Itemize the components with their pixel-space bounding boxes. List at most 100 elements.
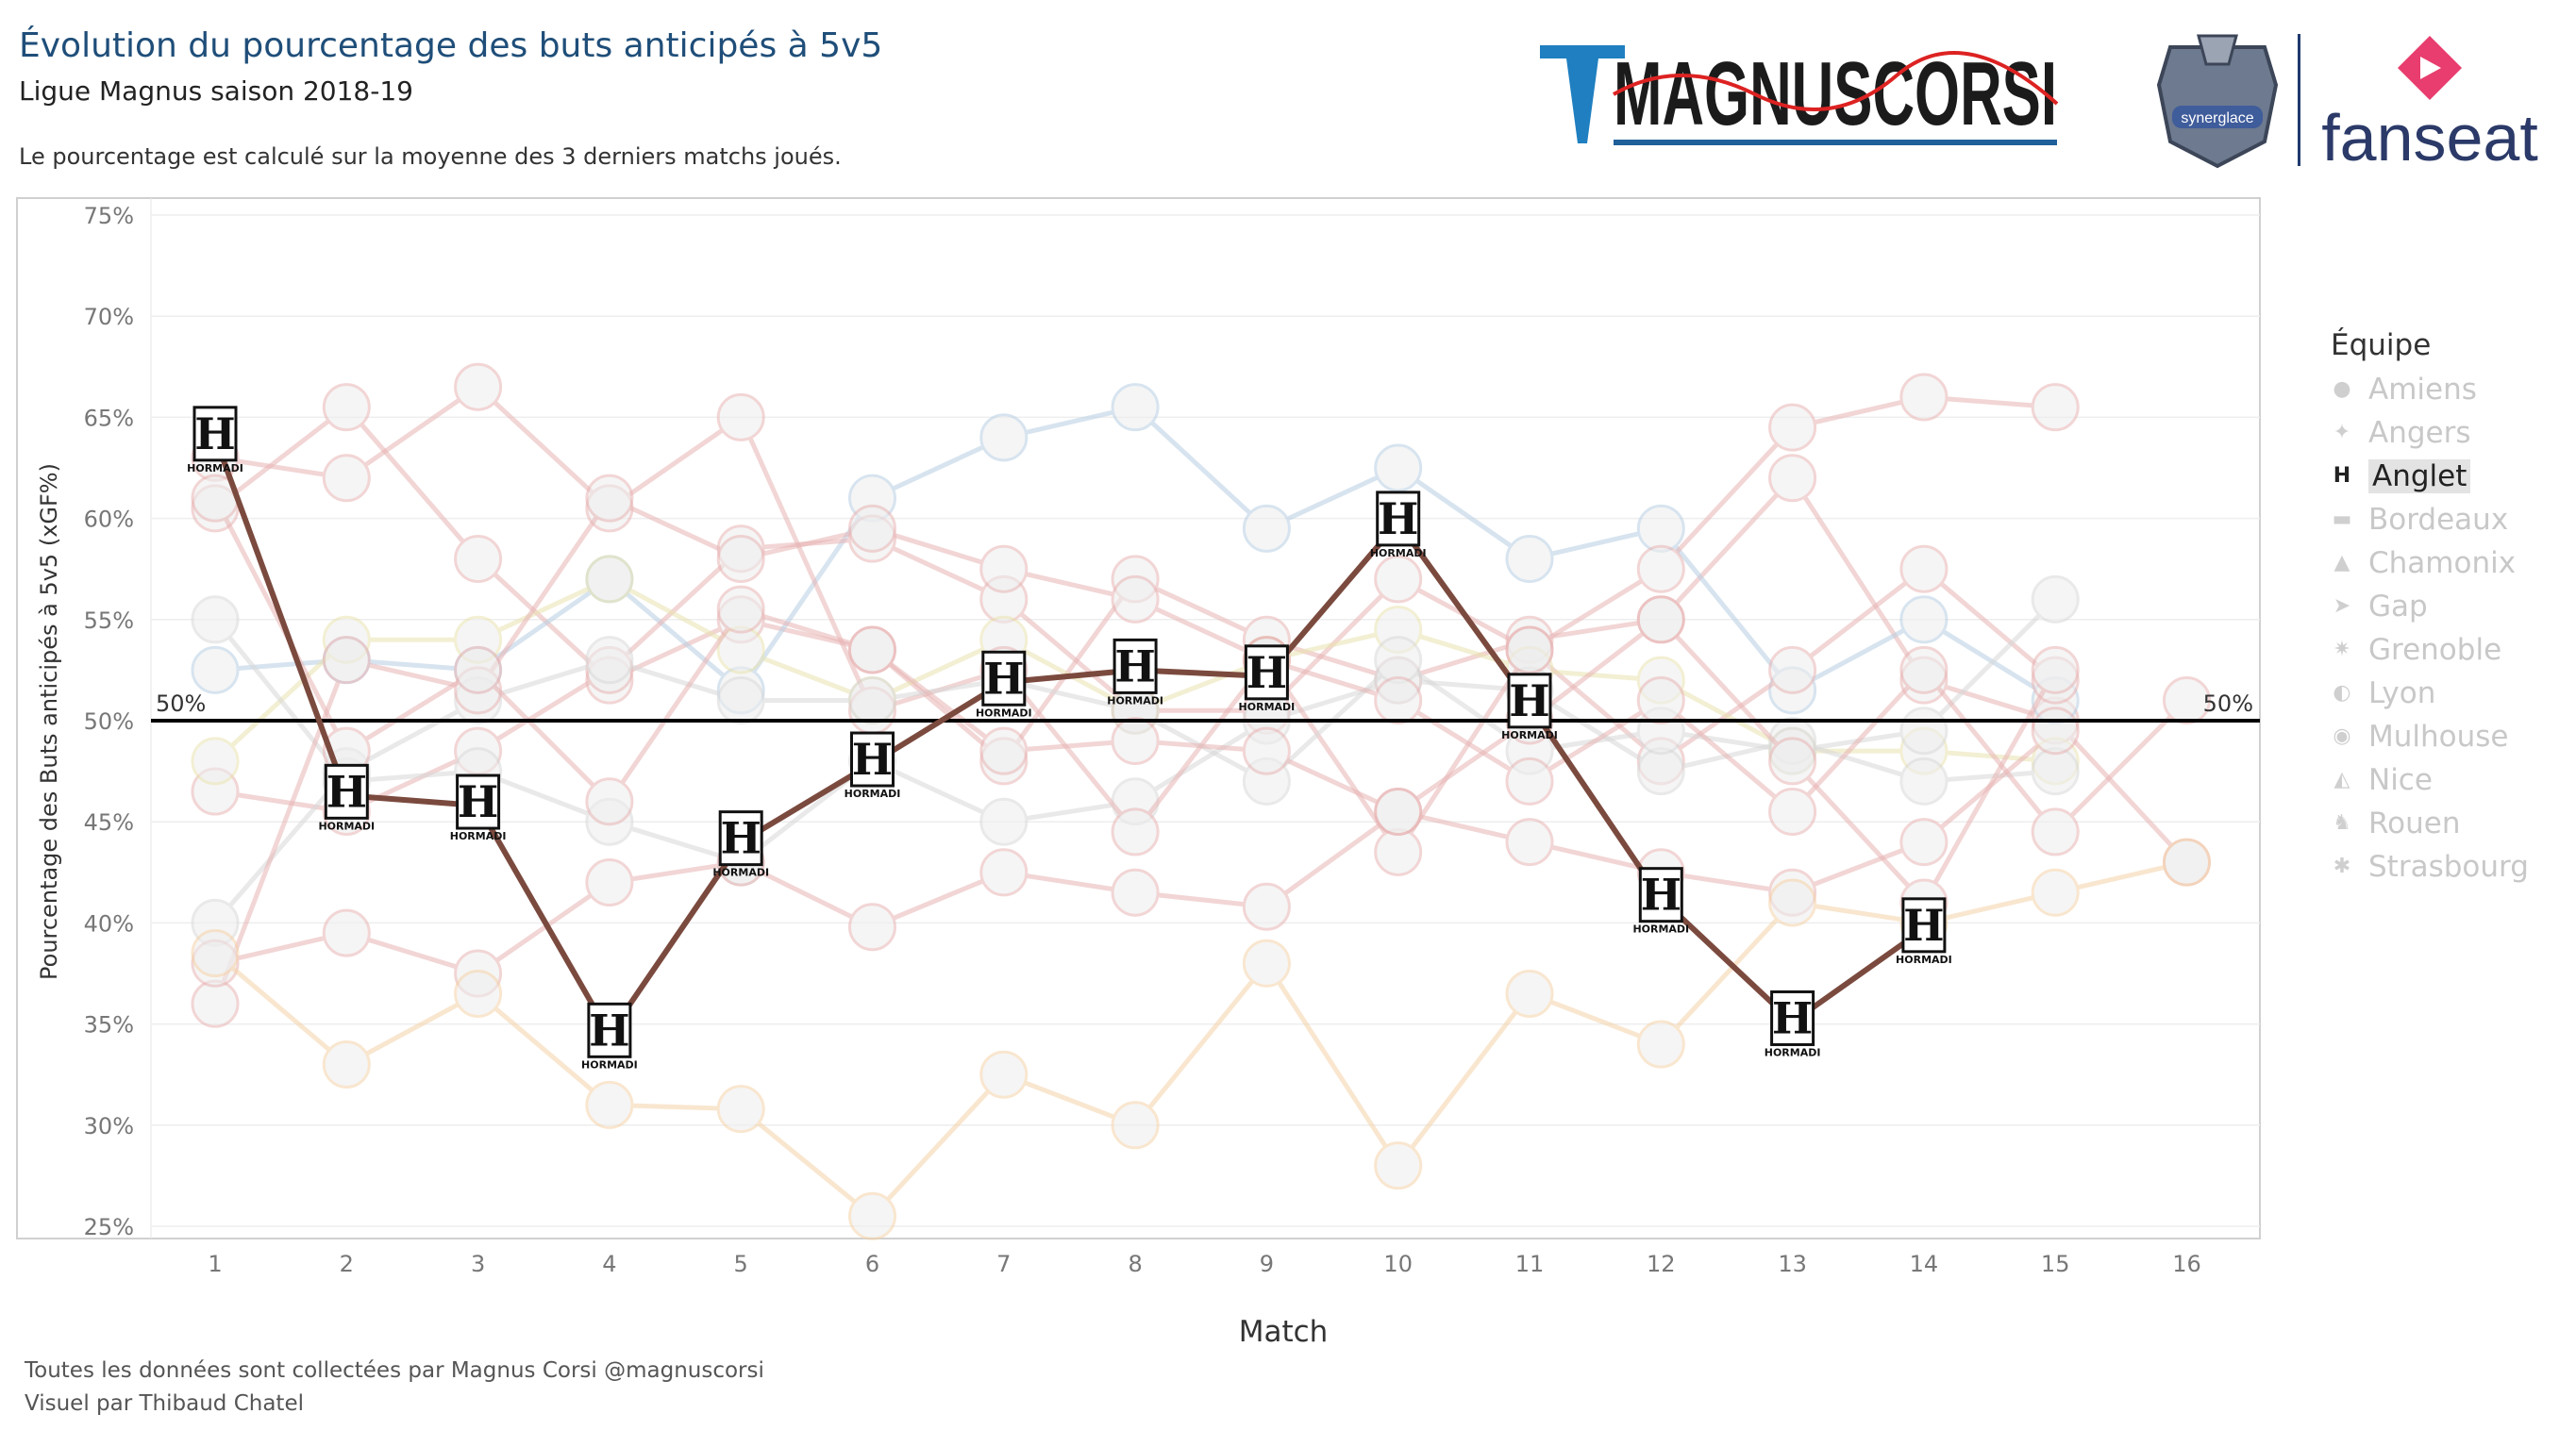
data-point — [979, 1050, 1029, 1099]
y-tick-label: 60% — [84, 507, 134, 533]
data-point — [848, 504, 896, 553]
legend-item-mulhouse[interactable]: ◉ Mulhouse — [2331, 715, 2529, 758]
grenoble-logo-icon: ✷ — [2333, 638, 2351, 661]
data-point — [1505, 534, 1554, 583]
x-tick-label: 15 — [2041, 1251, 2070, 1277]
marker-letter: H — [852, 734, 893, 785]
data-point — [191, 979, 240, 1028]
x-tick-label: 3 — [471, 1251, 485, 1277]
marker-sub: HORMADI — [1632, 923, 1689, 936]
data-point — [1242, 726, 1291, 775]
marker-letter: H — [194, 408, 235, 459]
y-tick-label: 30% — [84, 1113, 134, 1139]
y-tick-label: 50% — [84, 708, 134, 735]
legend-item-angers[interactable]: ✦ Angers — [2331, 411, 2529, 455]
data-point — [585, 555, 634, 604]
marker-letter: H — [1641, 870, 1681, 921]
data-point — [322, 383, 371, 432]
data-point — [191, 645, 240, 694]
marker-letter: H — [1903, 900, 1944, 951]
series-line — [213, 405, 2189, 864]
y-tick-label: 75% — [84, 203, 134, 229]
data-point — [716, 676, 765, 725]
marker-sub: HORMADI — [187, 462, 243, 474]
anglet-data-point: H HORMADI — [1765, 990, 1820, 1058]
series-line — [212, 495, 2189, 1006]
data-point — [454, 534, 503, 583]
legend-item-label: Rouen — [2368, 807, 2461, 840]
anglet-data-point: H HORMADI — [1501, 673, 1558, 741]
x-axis-label: Match — [1239, 1315, 1329, 1349]
footer-credit-visual: Visuel par Thibaud Chatel — [25, 1391, 304, 1416]
chart-title: Évolution du pourcentage des buts antici… — [19, 26, 883, 65]
angers-logo-icon: ✦ — [2333, 421, 2351, 444]
anglet-data-point: H HORMADI — [318, 763, 375, 832]
data-point — [1111, 383, 1160, 432]
marker-letter: H — [983, 653, 1024, 704]
x-tick-label: 10 — [1383, 1251, 1413, 1277]
legend-item-bordeaux[interactable]: ▬ Bordeaux — [2331, 498, 2529, 541]
data-point — [585, 1080, 634, 1129]
marker-letter: H — [589, 1005, 629, 1056]
marker-sub: HORMADI — [450, 830, 507, 842]
legend-item-rouen[interactable]: ♞ Rouen — [2331, 802, 2529, 845]
y-tick-label: 25% — [84, 1214, 134, 1240]
marker-sub: HORMADI — [1501, 729, 1558, 741]
data-point — [1768, 403, 1817, 452]
anglet-data-point: H HORMADI — [712, 810, 769, 879]
legend-item-grenoble[interactable]: ✷ Grenoble — [2331, 628, 2529, 672]
marker-box — [1901, 897, 1947, 954]
marker-box — [1507, 673, 1552, 729]
data-point — [454, 645, 503, 694]
data-point — [1505, 625, 1554, 674]
marker-box — [1112, 638, 1158, 694]
legend-item-label: Anglet — [2368, 459, 2471, 493]
anglet-data-point: H HORMADI — [187, 406, 243, 474]
data-point — [1636, 544, 1685, 593]
data-point — [1505, 969, 1554, 1018]
data-point — [716, 585, 765, 634]
legend-item-label: Mulhouse — [2368, 720, 2509, 754]
marker-letter: H — [1378, 493, 1418, 544]
data-point — [1899, 645, 1949, 694]
legend-item-amiens[interactable]: ● Amiens — [2331, 368, 2529, 411]
legend-item-label: Nice — [2368, 763, 2433, 797]
chamonix-logo-icon: ▲ — [2333, 551, 2350, 574]
amiens-logo-icon: ● — [2333, 377, 2351, 401]
data-point — [1768, 454, 1817, 503]
anglet-data-point: H HORMADI — [1896, 897, 1952, 966]
legend-item-anglet[interactable]: H Anglet — [2331, 455, 2529, 498]
legend-item-chamonix[interactable]: ▲ Chamonix — [2331, 541, 2529, 585]
data-point — [1636, 1020, 1685, 1069]
marker-letter: H — [1114, 640, 1155, 691]
anglet-logo-icon: H — [2333, 464, 2351, 488]
marker-sub: HORMADI — [1896, 954, 1952, 966]
marker-box — [1376, 491, 1421, 547]
marker-box — [1770, 990, 1815, 1046]
data-point — [1899, 707, 1949, 756]
strasbourg-logo-icon: ✱ — [2333, 855, 2351, 878]
legend-item-strasbourg[interactable]: ✱ Strasbourg — [2331, 845, 2529, 889]
data-point — [979, 544, 1029, 593]
data-point — [585, 474, 634, 523]
marker-sub: HORMADI — [976, 707, 1032, 719]
data-point — [454, 362, 503, 411]
data-point — [716, 534, 765, 583]
legend-item-gap[interactable]: ➤ Gap — [2331, 585, 2529, 628]
legend-item-lyon[interactable]: ◐ Lyon — [2331, 672, 2529, 715]
data-point — [1374, 636, 1423, 685]
marker-box — [587, 1002, 632, 1058]
data-point — [848, 676, 896, 725]
data-point — [1636, 504, 1685, 553]
legend-item-nice[interactable]: ◭ Nice — [2331, 758, 2529, 802]
data-point — [191, 595, 240, 644]
data-point — [1111, 868, 1160, 917]
data-point — [2163, 838, 2211, 887]
data-point — [1111, 574, 1160, 624]
data-point — [979, 848, 1029, 897]
data-point — [1374, 676, 1423, 725]
marker-box — [324, 763, 369, 820]
data-point — [1899, 373, 1949, 422]
data-point — [2031, 645, 2080, 694]
